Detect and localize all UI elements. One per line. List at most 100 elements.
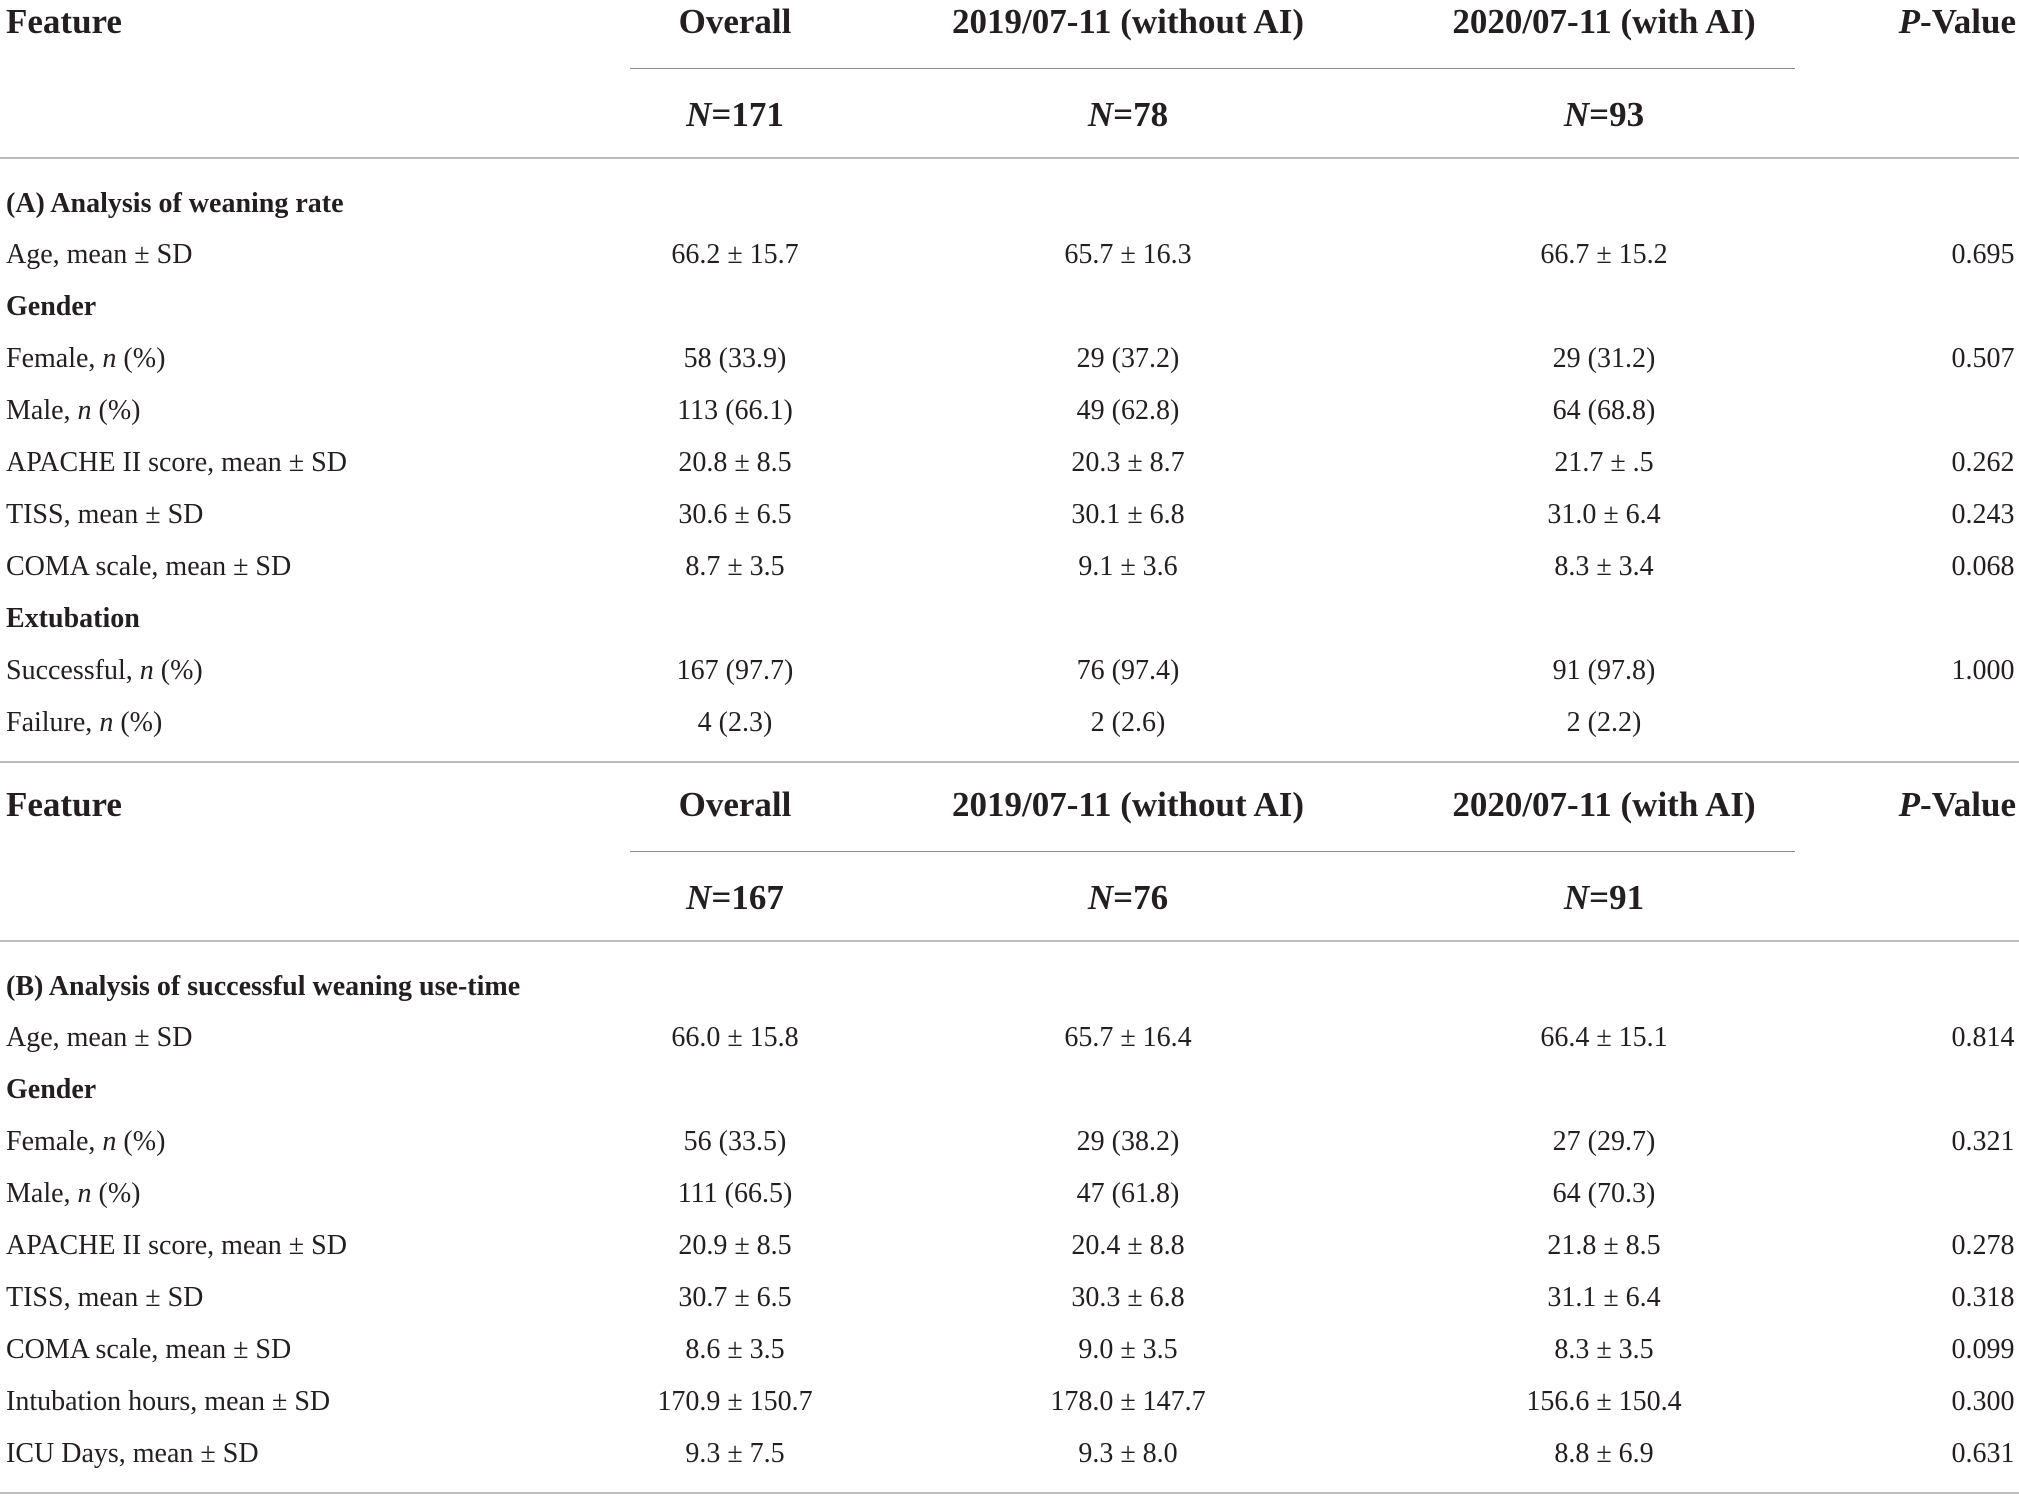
row-label: Male, n (%) bbox=[6, 397, 141, 425]
cell-p-value: 0.300 bbox=[1951, 1386, 2015, 1417]
cell-p-value: 1.000 bbox=[1951, 655, 2015, 686]
n-value: 167 bbox=[731, 878, 784, 917]
header-bottom-rule bbox=[0, 940, 2019, 942]
row-label: COMA scale, mean ± SD bbox=[6, 1334, 292, 1365]
cell-without-ai: 9.1 ± 3.6 bbox=[1078, 551, 1178, 582]
group-label: Extubation bbox=[6, 603, 140, 634]
n-value: 171 bbox=[731, 95, 784, 134]
header-p-value: P-Value bbox=[1899, 4, 2016, 39]
header-without-ai: 2019/07-11 (without AI) bbox=[952, 785, 1304, 824]
n-equals: = bbox=[711, 95, 732, 134]
n-letter: N bbox=[1563, 878, 1590, 917]
cell-p-value: 0.318 bbox=[1951, 1282, 2015, 1313]
n-value: 76 bbox=[1133, 878, 1169, 917]
p-letter: P bbox=[1898, 785, 1921, 824]
table-bottom-rule bbox=[0, 1492, 2019, 1494]
n-letter: N bbox=[1087, 95, 1114, 134]
n-without-ai: N=76 bbox=[1088, 880, 1168, 915]
cell-overall: 167 (97.7) bbox=[676, 655, 794, 686]
cell-with-ai: 8.8 ± 6.9 bbox=[1554, 1438, 1654, 1469]
row-label: Intubation hours, mean ± SD bbox=[6, 1386, 331, 1417]
cell-overall: 9.3 ± 7.5 bbox=[685, 1438, 785, 1469]
n-equals: = bbox=[711, 878, 732, 917]
n-value: 93 bbox=[1609, 95, 1645, 134]
cell-p-value: 0.695 bbox=[1951, 239, 2015, 270]
header-overall: Overall bbox=[678, 785, 792, 824]
row-label-text: Male, bbox=[6, 395, 78, 426]
cell-p-value: 0.507 bbox=[1951, 343, 2015, 374]
cell-overall: 8.6 ± 3.5 bbox=[685, 1334, 785, 1365]
row-label: Male, n (%) bbox=[6, 1180, 141, 1208]
header-with-ai: 2020/07-11 (with AI) bbox=[1452, 2, 1756, 41]
cell-without-ai: 65.7 ± 16.4 bbox=[1064, 1022, 1192, 1053]
cell-with-ai: 66.4 ± 15.1 bbox=[1540, 1022, 1668, 1053]
cell-overall: 113 (66.1) bbox=[677, 395, 793, 426]
group-label: Gender bbox=[6, 291, 97, 322]
row-label: Female, n (%) bbox=[6, 345, 165, 373]
row-label-n: n bbox=[102, 343, 117, 374]
cell-overall: 8.7 ± 3.5 bbox=[685, 551, 785, 582]
cell-with-ai: 91 (97.8) bbox=[1552, 655, 1656, 686]
cell-p-value: 0.321 bbox=[1951, 1126, 2015, 1157]
cell-overall: 20.9 ± 8.5 bbox=[678, 1230, 792, 1261]
row-label-unit: (%) bbox=[91, 395, 141, 426]
p-letter: P bbox=[1898, 2, 1921, 41]
cell-overall: 58 (33.9) bbox=[683, 343, 787, 374]
cell-without-ai: 65.7 ± 16.3 bbox=[1064, 239, 1192, 270]
cell-with-ai: 156.6 ± 150.4 bbox=[1526, 1386, 1682, 1417]
row-label-text: Failure, bbox=[6, 707, 100, 738]
cell-with-ai: 2 (2.2) bbox=[1566, 707, 1642, 738]
cell-with-ai: 21.8 ± 8.5 bbox=[1547, 1230, 1661, 1261]
cell-with-ai: 29 (31.2) bbox=[1552, 343, 1656, 374]
row-label-unit: (%) bbox=[113, 707, 163, 738]
cell-with-ai: 31.1 ± 6.4 bbox=[1547, 1282, 1661, 1313]
cell-without-ai: 2 (2.6) bbox=[1090, 707, 1166, 738]
row-label-unit: (%) bbox=[91, 1178, 141, 1209]
cell-without-ai: 20.4 ± 8.8 bbox=[1071, 1230, 1185, 1261]
cell-without-ai: 9.3 ± 8.0 bbox=[1078, 1438, 1178, 1469]
row-label: Successful, n (%) bbox=[6, 657, 203, 685]
row-label-unit: (%) bbox=[116, 343, 166, 374]
row-label-n: n bbox=[77, 1178, 92, 1209]
cell-without-ai: 47 (61.8) bbox=[1076, 1178, 1180, 1209]
n-equals: = bbox=[1113, 878, 1134, 917]
cell-p-value: 0.278 bbox=[1951, 1230, 2015, 1261]
cell-overall: 20.8 ± 8.5 bbox=[678, 447, 792, 478]
cell-without-ai: 20.3 ± 8.7 bbox=[1071, 447, 1185, 478]
n-letter: N bbox=[1087, 878, 1114, 917]
row-label-unit: (%) bbox=[116, 1126, 166, 1157]
row-label-n: n bbox=[77, 395, 92, 426]
row-label: Failure, n (%) bbox=[6, 709, 162, 737]
p-suffix: -Value bbox=[1920, 2, 2016, 41]
n-equals: = bbox=[1589, 878, 1610, 917]
n-equals: = bbox=[1589, 95, 1610, 134]
cell-overall: 56 (33.5) bbox=[683, 1126, 787, 1157]
n-letter: N bbox=[1563, 95, 1590, 134]
cell-with-ai: 66.7 ± 15.2 bbox=[1540, 239, 1668, 270]
cell-with-ai: 21.7 ± .5 bbox=[1554, 447, 1654, 478]
cell-overall: 30.6 ± 6.5 bbox=[678, 499, 792, 530]
p-suffix: -Value bbox=[1920, 785, 2016, 824]
cell-without-ai: 178.0 ± 147.7 bbox=[1050, 1386, 1206, 1417]
header-overall: Overall bbox=[678, 2, 792, 41]
header-with-ai: 2020/07-11 (with AI) bbox=[1452, 785, 1756, 824]
header-without-ai: 2019/07-11 (without AI) bbox=[952, 2, 1304, 41]
row-label-text: Male, bbox=[6, 1178, 78, 1209]
cell-overall: 111 (66.5) bbox=[677, 1178, 793, 1209]
row-label: ICU Days, mean ± SD bbox=[6, 1438, 259, 1469]
cell-overall: 30.7 ± 6.5 bbox=[678, 1282, 792, 1313]
cell-overall: 170.9 ± 150.7 bbox=[657, 1386, 813, 1417]
row-label: COMA scale, mean ± SD bbox=[6, 551, 292, 582]
cell-overall: 66.0 ± 15.8 bbox=[671, 1022, 799, 1053]
cell-with-ai: 27 (29.7) bbox=[1552, 1126, 1656, 1157]
row-label-n: n bbox=[139, 655, 154, 686]
cell-without-ai: 76 (97.4) bbox=[1076, 655, 1180, 686]
n-value: 78 bbox=[1133, 95, 1169, 134]
row-label-n: n bbox=[99, 707, 114, 738]
cell-without-ai: 9.0 ± 3.5 bbox=[1078, 1334, 1178, 1365]
cell-without-ai: 30.3 ± 6.8 bbox=[1071, 1282, 1185, 1313]
header-group-rule bbox=[630, 68, 1795, 69]
cell-with-ai: 64 (70.3) bbox=[1552, 1178, 1656, 1209]
n-letter: N bbox=[686, 95, 712, 134]
cell-with-ai: 31.0 ± 6.4 bbox=[1547, 499, 1661, 530]
